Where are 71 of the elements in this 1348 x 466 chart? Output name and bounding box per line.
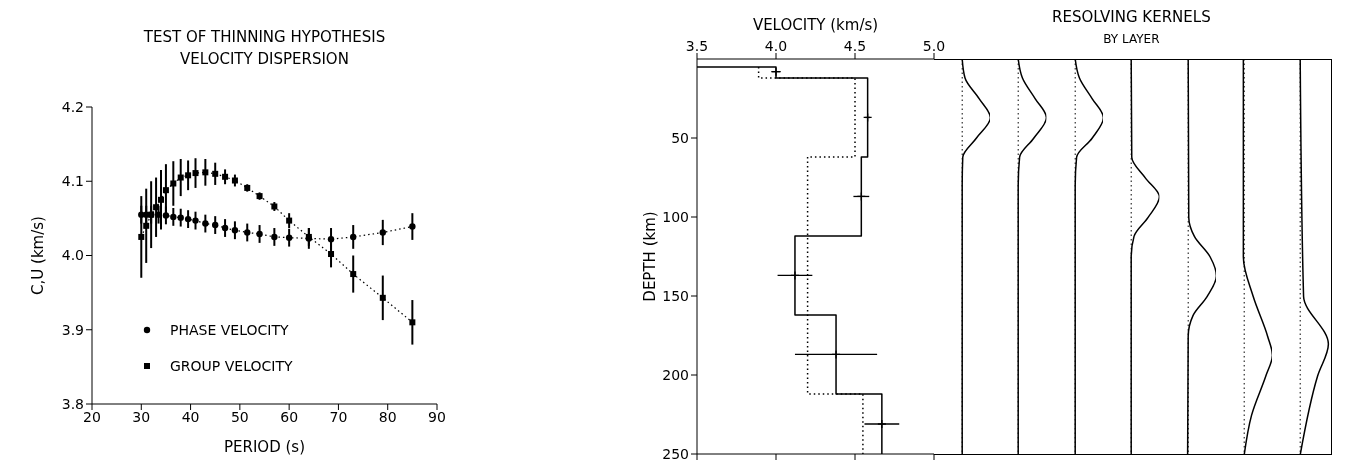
y-tick-label: 4.1	[61, 173, 84, 190]
point	[177, 214, 184, 221]
point	[222, 173, 229, 180]
point	[350, 271, 357, 278]
x-tick-label: 3.5	[685, 38, 709, 54]
legend-label: GROUP VELOCITY	[170, 358, 293, 374]
y-tick-label: 50	[671, 129, 689, 146]
y-tick-label: 4.0	[61, 247, 84, 264]
point	[148, 211, 155, 218]
y-axis-title: DEPTH (km)	[641, 211, 660, 302]
point	[256, 230, 263, 238]
point	[379, 294, 386, 301]
y-axis-title: C,U (km/s)	[29, 216, 48, 295]
point	[350, 233, 357, 241]
point	[162, 187, 169, 194]
y-tick-label: 250	[662, 445, 689, 462]
y-tick-label: 200	[662, 366, 689, 383]
legend-label: PHASE VELOCITY	[170, 322, 289, 338]
point	[285, 234, 293, 241]
point	[771, 66, 781, 77]
x-tick-label: 80	[378, 408, 397, 425]
point	[170, 213, 177, 221]
point	[831, 349, 841, 360]
x-tick-label: 70	[329, 408, 348, 425]
x-tick-label: 20	[83, 408, 101, 425]
chart-subtitle: BY LAYER	[1102, 32, 1161, 46]
point	[153, 204, 160, 211]
point	[221, 224, 229, 232]
y-tick-label: 100	[662, 208, 689, 225]
x-tick-label: 4.5	[843, 38, 867, 54]
x-tick-label: 90	[428, 408, 446, 425]
point	[877, 419, 887, 429]
x-tick-label: 50	[230, 408, 249, 425]
point	[138, 233, 145, 240]
point	[158, 196, 164, 203]
point	[184, 215, 192, 223]
point	[328, 251, 335, 258]
point	[143, 222, 150, 229]
point	[327, 235, 335, 243]
point	[231, 227, 239, 234]
point	[231, 177, 238, 184]
x-tick-label: 30	[132, 408, 151, 425]
point	[192, 217, 199, 224]
x-tick-label: 5.0	[922, 38, 946, 54]
x-axis-title: VELOCITY (km/s)	[752, 15, 879, 34]
point	[202, 220, 209, 227]
point	[185, 172, 192, 179]
x-axis-title: PERIOD (s)	[223, 438, 306, 456]
x-tick-label: 4.0	[764, 38, 788, 54]
chart-subtitle: VELOCITY DISPERSION	[179, 50, 350, 68]
point	[170, 180, 177, 187]
chart-title: TEST OF THINNING HYPOTHESIS	[142, 28, 387, 46]
y-tick-label: 4.2	[61, 98, 84, 115]
point	[409, 223, 416, 230]
y-tick-label: 150	[662, 287, 689, 304]
point	[409, 319, 416, 326]
x-tick-label: 40	[181, 408, 200, 425]
point	[286, 217, 293, 224]
point	[202, 169, 209, 176]
y-tick-label: 3.8	[61, 395, 84, 412]
point	[271, 233, 278, 241]
point	[212, 221, 219, 229]
point	[244, 229, 251, 236]
point	[212, 170, 219, 177]
point	[192, 170, 199, 177]
point	[790, 270, 800, 281]
x-tick-label: 60	[280, 408, 299, 425]
point	[177, 174, 184, 181]
y-tick-label: 3.9	[61, 321, 84, 338]
chart-title: RESOLVING KERNELS	[1051, 8, 1212, 26]
point	[379, 229, 386, 236]
